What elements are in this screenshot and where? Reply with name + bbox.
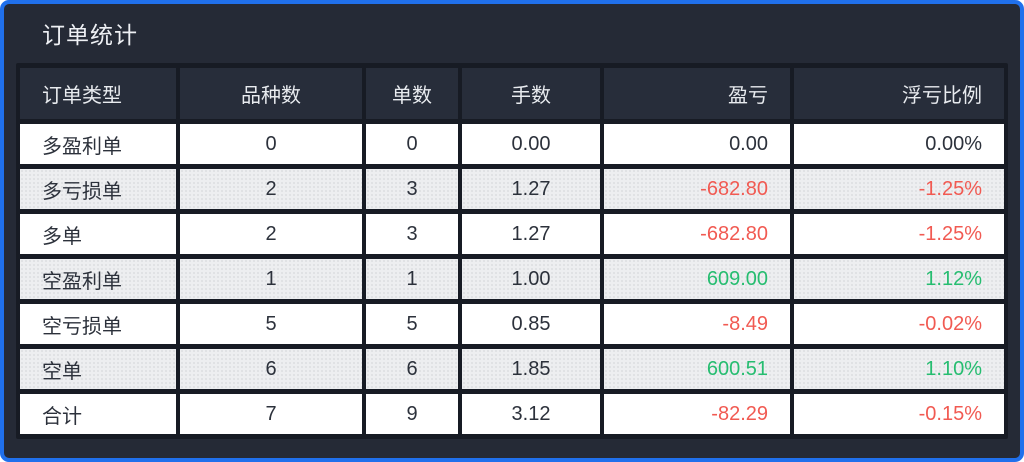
cell-order-type: 多单	[20, 214, 176, 254]
cell-orders-count: 9	[366, 394, 458, 434]
cell-pnl: -682.80	[604, 169, 790, 209]
order-statistics-table: 订单类型 品种数 单数 手数 盈亏 浮亏比例 多盈利单 0 0 0.00 0.00 0.00% 多亏损…	[16, 63, 1008, 439]
cell-order-type: 合计	[20, 394, 176, 434]
cell-varieties-count: 7	[180, 394, 362, 434]
cell-varieties-count: 6	[180, 349, 362, 389]
cell-lots: 1.85	[462, 349, 600, 389]
table-row: 空盈利单 1 1 1.00 609.00 1.12%	[20, 259, 1004, 299]
cell-pnl: 600.51	[604, 349, 790, 389]
cell-floating-loss-ratio: 0.00%	[794, 124, 1004, 164]
cell-orders-count: 6	[366, 349, 458, 389]
table-row: 合计 7 9 3.12 -82.29 -0.15%	[20, 394, 1004, 434]
table-row: 空亏损单 5 5 0.85 -8.49 -0.02%	[20, 304, 1004, 344]
cell-orders-count: 0	[366, 124, 458, 164]
cell-varieties-count: 0	[180, 124, 362, 164]
cell-varieties-count: 5	[180, 304, 362, 344]
cell-pnl: -682.80	[604, 214, 790, 254]
column-header-pnl: 盈亏	[604, 68, 790, 119]
cell-order-type: 空盈利单	[20, 259, 176, 299]
cell-lots: 0.00	[462, 124, 600, 164]
cell-pnl: -8.49	[604, 304, 790, 344]
column-header-lots: 手数	[462, 68, 600, 119]
cell-orders-count: 5	[366, 304, 458, 344]
cell-pnl: -82.29	[604, 394, 790, 434]
cell-orders-count: 1	[366, 259, 458, 299]
cell-varieties-count: 2	[180, 169, 362, 209]
cell-lots: 1.00	[462, 259, 600, 299]
table-header-row: 订单类型 品种数 单数 手数 盈亏 浮亏比例	[20, 68, 1004, 119]
cell-floating-loss-ratio: -0.15%	[794, 394, 1004, 434]
cell-orders-count: 3	[366, 214, 458, 254]
table-row: 多单 2 3 1.27 -682.80 -1.25%	[20, 214, 1004, 254]
cell-order-type: 多亏损单	[20, 169, 176, 209]
cell-floating-loss-ratio: -1.25%	[794, 169, 1004, 209]
cell-floating-loss-ratio: -0.02%	[794, 304, 1004, 344]
cell-lots: 1.27	[462, 214, 600, 254]
cell-order-type: 空亏损单	[20, 304, 176, 344]
table-row: 空单 6 6 1.85 600.51 1.10%	[20, 349, 1004, 389]
cell-order-type: 空单	[20, 349, 176, 389]
cell-lots: 1.27	[462, 169, 600, 209]
panel-title: 订单统计	[42, 22, 138, 48]
column-header-varieties-count: 品种数	[180, 68, 362, 119]
cell-varieties-count: 1	[180, 259, 362, 299]
cell-orders-count: 3	[366, 169, 458, 209]
column-header-orders-count: 单数	[366, 68, 458, 119]
cell-order-type: 多盈利单	[20, 124, 176, 164]
column-header-floating-loss-ratio: 浮亏比例	[794, 68, 1004, 119]
cell-pnl: 0.00	[604, 124, 790, 164]
cell-floating-loss-ratio: 1.12%	[794, 259, 1004, 299]
cell-floating-loss-ratio: 1.10%	[794, 349, 1004, 389]
cell-floating-loss-ratio: -1.25%	[794, 214, 1004, 254]
cell-varieties-count: 2	[180, 214, 362, 254]
table-row: 多盈利单 0 0 0.00 0.00 0.00%	[20, 124, 1004, 164]
cell-lots: 0.85	[462, 304, 600, 344]
table-row: 多亏损单 2 3 1.27 -682.80 -1.25%	[20, 169, 1004, 209]
column-header-order-type: 订单类型	[20, 68, 176, 119]
cell-pnl: 609.00	[604, 259, 790, 299]
cell-lots: 3.12	[462, 394, 600, 434]
